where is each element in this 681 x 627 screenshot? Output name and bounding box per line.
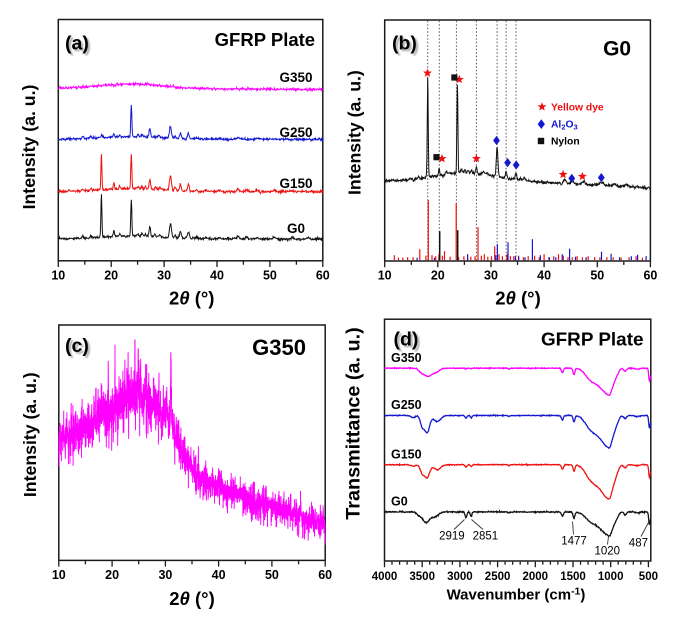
- svg-text:G250: G250: [391, 398, 422, 412]
- svg-text:GFRP Plate: GFRP Plate: [541, 330, 644, 351]
- svg-text:2851: 2851: [473, 531, 499, 543]
- svg-text:Intensity (a. u.): Intensity (a. u.): [345, 70, 365, 195]
- svg-text:Yellow dye: Yellow dye: [551, 103, 604, 114]
- svg-text:G250: G250: [279, 125, 312, 140]
- svg-text:30: 30: [484, 269, 498, 283]
- svg-text:2000: 2000: [523, 571, 549, 583]
- svg-text:GFRP Plate: GFRP Plate: [215, 29, 315, 50]
- svg-text:10: 10: [52, 568, 66, 582]
- svg-text:(a): (a): [67, 35, 91, 57]
- svg-text:3500: 3500: [409, 571, 435, 583]
- svg-text:(a): (a): [65, 32, 89, 54]
- svg-text:60: 60: [643, 269, 657, 283]
- svg-text:(b): (b): [392, 32, 417, 54]
- svg-text:2500: 2500: [485, 571, 511, 583]
- svg-text:30: 30: [158, 568, 172, 582]
- svg-text:10: 10: [51, 269, 65, 283]
- svg-text:50: 50: [263, 269, 277, 283]
- svg-text:Nylon: Nylon: [551, 137, 580, 148]
- svg-text:Transmittance (a. u.): Transmittance (a. u.): [343, 327, 365, 519]
- svg-text:60: 60: [318, 568, 332, 582]
- svg-text:G350: G350: [391, 351, 422, 365]
- svg-text:Wavenumber (cm-1): Wavenumber (cm-1): [447, 586, 586, 604]
- svg-text:2θ (°): 2θ (°): [169, 588, 214, 609]
- svg-text:G150: G150: [279, 176, 312, 191]
- svg-text:50: 50: [265, 568, 279, 582]
- svg-text:20: 20: [105, 568, 119, 582]
- svg-text:2θ (°): 2θ (°): [495, 287, 540, 308]
- svg-text:2θ (°): 2θ (°): [169, 287, 214, 308]
- svg-text:10: 10: [378, 269, 392, 283]
- svg-text:4000: 4000: [372, 571, 398, 583]
- svg-text:1500: 1500: [560, 571, 586, 583]
- svg-text:30: 30: [157, 269, 171, 283]
- svg-text:(b): (b): [394, 35, 419, 57]
- svg-text:G350: G350: [252, 335, 306, 360]
- svg-text:G0: G0: [603, 37, 631, 60]
- svg-text:40: 40: [210, 269, 224, 283]
- svg-text:487: 487: [629, 538, 648, 550]
- svg-text:500: 500: [639, 571, 658, 583]
- svg-text:G0: G0: [391, 495, 408, 509]
- svg-text:60: 60: [316, 269, 330, 283]
- svg-text:Intensity (a. u.): Intensity (a. u.): [19, 84, 39, 209]
- svg-text:3000: 3000: [447, 571, 473, 583]
- svg-text:(d): (d): [394, 329, 419, 351]
- svg-text:2919: 2919: [439, 531, 465, 543]
- svg-text:G0: G0: [287, 221, 305, 236]
- svg-text:Intensity (a. u.): Intensity (a. u.): [20, 372, 40, 497]
- svg-text:1000: 1000: [598, 571, 624, 583]
- svg-text:G150: G150: [391, 447, 422, 461]
- svg-text:20: 20: [104, 269, 118, 283]
- svg-text:1020: 1020: [595, 546, 621, 558]
- svg-text:(c): (c): [67, 337, 91, 359]
- svg-text:40: 40: [212, 568, 226, 582]
- svg-text:50: 50: [590, 269, 604, 283]
- svg-text:Al2O3: Al2O3: [551, 120, 578, 132]
- svg-text:20: 20: [431, 269, 445, 283]
- svg-text:(d): (d): [396, 331, 421, 353]
- svg-text:1477: 1477: [561, 536, 587, 548]
- svg-text:40: 40: [537, 269, 551, 283]
- svg-text:G350: G350: [279, 70, 312, 85]
- svg-text:(c): (c): [65, 335, 89, 357]
